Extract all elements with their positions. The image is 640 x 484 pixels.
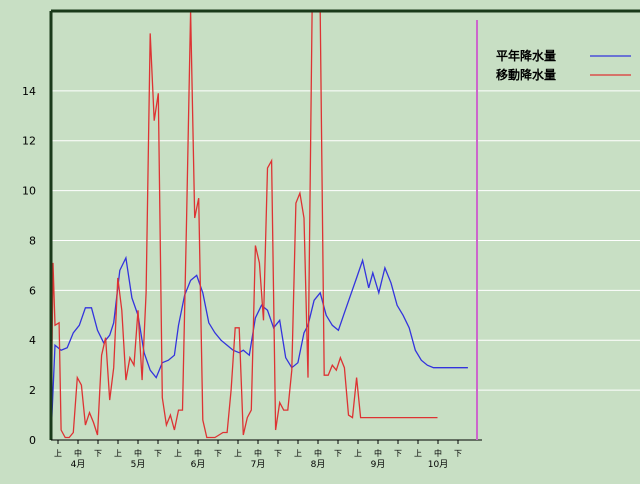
x-tick-label: 中 (194, 448, 202, 458)
legend-label: 平年降水量 (496, 48, 556, 63)
y-tick-label: 2 (29, 384, 36, 397)
x-tick-label: 中 (314, 448, 322, 458)
month-label: 4月 (71, 459, 86, 470)
y-tick-label: 8 (29, 234, 36, 247)
month-label: 10月 (428, 459, 448, 470)
x-tick-label: 上 (234, 449, 242, 458)
y-tick-label: 0 (29, 434, 36, 447)
y-axis-ticks: 0 2 4 6 8 10 12 14 (22, 85, 36, 447)
x-tick-label: 中 (374, 448, 382, 458)
y-tick-label: 4 (29, 334, 36, 347)
month-label: 8月 (311, 459, 326, 470)
series-lines (51, 10, 468, 439)
x-tick-label: 上 (114, 449, 122, 458)
x-tick-label: 上 (294, 449, 302, 458)
x-tick-label: 下 (214, 449, 222, 458)
x-tick-label: 中 (134, 448, 142, 458)
x-axis-ticks: 上 中 下 上 中 下 上 中 下 上 中 下 上 中 下 上 中 下 上 中 下 4月 5月 6月 7月 8月 9月 10月 (54, 440, 462, 470)
x-tick-label: 下 (334, 449, 342, 458)
x-tick-label: 下 (274, 449, 282, 458)
y-tick-label: 12 (22, 135, 36, 148)
y-tick-label: 10 (22, 185, 36, 198)
x-tick-label: 下 (94, 449, 102, 458)
x-tick-label: 下 (154, 449, 162, 458)
x-tick-label: 下 (454, 449, 462, 458)
x-tick-label: 上 (174, 449, 182, 458)
y-tick-label: 6 (29, 284, 36, 297)
x-tick-label: 上 (414, 449, 422, 458)
month-label: 6月 (191, 459, 206, 470)
x-tick-label: 中 (434, 448, 442, 458)
month-label: 7月 (251, 459, 266, 470)
x-tick-label: 中 (74, 448, 82, 458)
series-line-1 (51, 10, 438, 439)
grid (51, 90, 640, 391)
series-line-0 (51, 255, 468, 438)
month-label: 9月 (371, 459, 386, 470)
x-tick-label: 下 (394, 449, 402, 458)
y-tick-label: 14 (22, 85, 36, 98)
x-tick-label: 上 (54, 449, 62, 458)
month-label: 5月 (131, 459, 146, 470)
axes (49, 9, 640, 441)
legend-label: 移動降水量 (496, 67, 556, 82)
x-tick-label: 上 (354, 449, 362, 458)
x-tick-label: 中 (254, 448, 262, 458)
